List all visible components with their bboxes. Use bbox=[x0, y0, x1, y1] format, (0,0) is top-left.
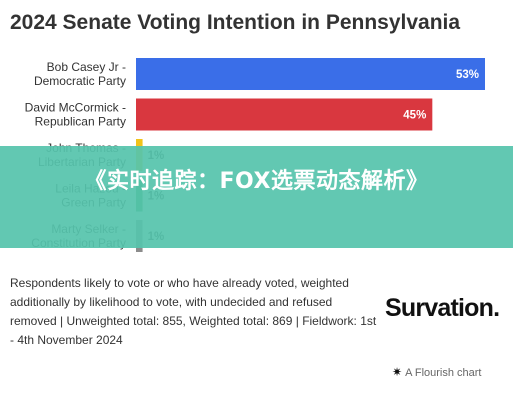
chart-title: 2024 Senate Voting Intention in Pennsylv… bbox=[10, 11, 461, 34]
banner-text: 《实时追踪：FOX选票动态解析》 bbox=[84, 169, 429, 194]
brand-logo: Survation. bbox=[385, 294, 500, 322]
footnote: Respondents likely to vote or who have a… bbox=[10, 276, 377, 347]
flourish-credit[interactable]: ✷ A Flourish chart bbox=[392, 365, 481, 379]
flourish-star-icon: ✷ bbox=[392, 365, 403, 379]
bar-0[interactable] bbox=[136, 58, 485, 90]
value-label-0: 53% bbox=[456, 69, 479, 81]
value-label-1: 45% bbox=[403, 110, 426, 122]
banner-overlay bbox=[0, 146, 513, 248]
flourish-credit-text: A Flourish chart bbox=[405, 367, 482, 379]
category-label-1: David McCormick -Republican Party bbox=[25, 101, 126, 129]
bar-1[interactable] bbox=[136, 98, 433, 131]
category-label-0: Bob Casey Jr -Democratic Party bbox=[34, 60, 126, 88]
